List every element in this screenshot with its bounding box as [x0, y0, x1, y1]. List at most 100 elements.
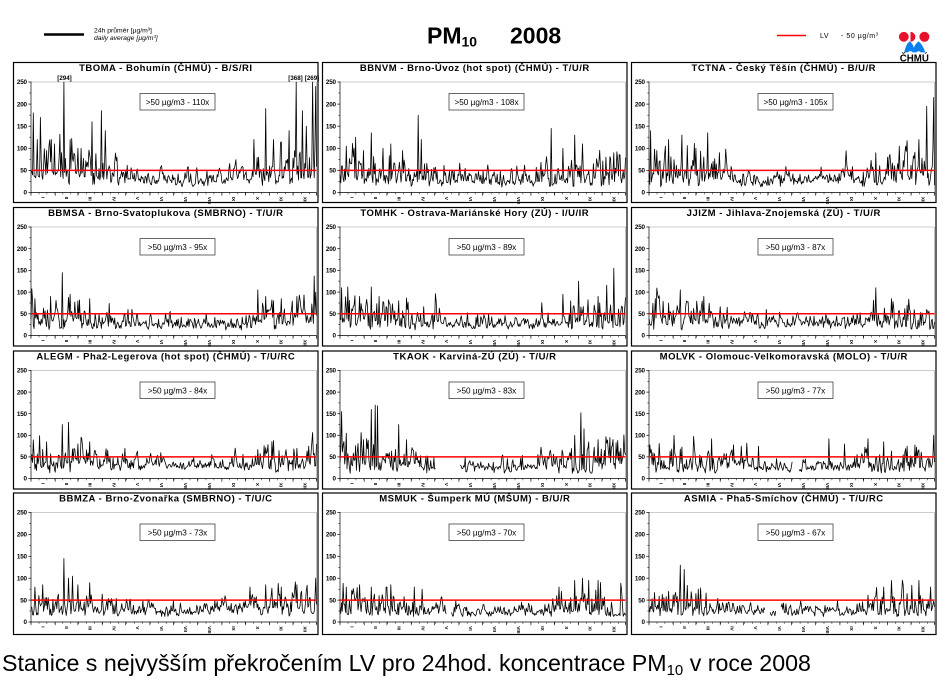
svg-text:250: 250 [635, 368, 646, 375]
svg-text:XII: XII [611, 197, 617, 204]
svg-text:250: 250 [635, 224, 646, 231]
svg-text:II: II [681, 626, 687, 629]
svg-text:200: 200 [17, 101, 28, 108]
svg-text:150: 150 [17, 123, 28, 130]
svg-text:50: 50 [20, 311, 27, 318]
svg-text:0: 0 [23, 190, 27, 197]
svg-text:XI: XI [896, 483, 902, 488]
svg-text:100: 100 [326, 289, 337, 296]
svg-text:150: 150 [17, 411, 28, 418]
svg-text:V: V [443, 197, 449, 201]
svg-text:0: 0 [332, 476, 336, 483]
svg-text:150: 150 [17, 268, 28, 275]
svg-text:VII: VII [491, 626, 497, 633]
svg-text:V: V [752, 483, 758, 487]
svg-text:X: X [254, 626, 260, 630]
svg-text:200: 200 [326, 532, 337, 539]
svg-text:V: V [134, 197, 140, 201]
svg-text:VII: VII [182, 483, 188, 490]
svg-text:200: 200 [17, 246, 28, 253]
svg-text:IX: IX [539, 197, 545, 202]
svg-text:0: 0 [641, 476, 645, 483]
svg-text:VII: VII [491, 340, 497, 347]
svg-text:VII: VII [182, 340, 188, 347]
svg-text:IV: IV [110, 340, 116, 345]
svg-text:IX: IX [230, 197, 236, 202]
svg-text:>50 µg/m3 - 89x: >50 µg/m3 - 89x [457, 243, 517, 252]
svg-text:50: 50 [329, 311, 336, 318]
svg-text:I: I [658, 626, 664, 628]
svg-text:V: V [443, 483, 449, 487]
svg-text:III: III [87, 197, 93, 202]
svg-text:X: X [254, 340, 260, 344]
svg-text:0: 0 [641, 619, 645, 626]
svg-text:50: 50 [329, 597, 336, 604]
svg-text:200: 200 [326, 246, 337, 253]
svg-text:200: 200 [326, 101, 337, 108]
svg-text:II: II [63, 340, 69, 343]
svg-text:250: 250 [17, 224, 28, 231]
svg-text:0: 0 [332, 619, 336, 626]
svg-text:II: II [681, 197, 687, 200]
svg-text:0: 0 [641, 333, 645, 340]
svg-text:IX: IX [230, 340, 236, 345]
svg-text:I: I [40, 626, 46, 628]
svg-text:VIII: VIII [515, 197, 521, 205]
svg-text:150: 150 [17, 554, 28, 561]
svg-text:IV: IV [419, 340, 425, 345]
svg-text:VIII: VIII [206, 626, 212, 634]
svg-text:XI: XI [587, 483, 593, 488]
svg-text:50: 50 [20, 597, 27, 604]
svg-text:X: X [872, 626, 878, 630]
svg-text:IV: IV [728, 626, 734, 631]
svg-text:200: 200 [635, 246, 646, 253]
svg-text:II: II [372, 626, 378, 629]
svg-text:200: 200 [635, 389, 646, 396]
svg-text:>50 µg/m3 - 77x: >50 µg/m3 - 77x [766, 387, 826, 396]
svg-text:II: II [63, 483, 69, 486]
svg-text:I: I [349, 483, 355, 485]
svg-text:ČHMÚ: ČHMÚ [900, 53, 929, 65]
svg-text:100: 100 [17, 146, 28, 153]
svg-text:250: 250 [326, 510, 337, 517]
svg-text:IV: IV [419, 483, 425, 488]
svg-text:200: 200 [635, 101, 646, 108]
svg-text:X: X [563, 197, 569, 201]
svg-text:ASMIA - Pha5-Smíchov (ČHMÚ) -: ASMIA - Pha5-Smíchov (ČHMÚ) - T/U/RC [684, 493, 884, 505]
svg-text:VI: VI [467, 483, 473, 488]
svg-text:III: III [705, 340, 711, 345]
svg-text:II: II [372, 483, 378, 486]
svg-text:100: 100 [635, 289, 646, 296]
svg-text:0: 0 [332, 333, 336, 340]
svg-text:- 50 µg/m3: - 50 µg/m3 [841, 32, 879, 41]
svg-text:XI: XI [587, 197, 593, 202]
svg-text:VI: VI [158, 483, 164, 488]
svg-text:Stanice s nejvyšším překročení: Stanice s nejvyšším překročením LV pro 2… [2, 650, 811, 679]
svg-text:150: 150 [326, 123, 337, 130]
svg-text:V: V [443, 626, 449, 630]
svg-text:150: 150 [635, 268, 646, 275]
svg-text:TKAOK - Karviná-ZÚ (ZÚ) - T/U/: TKAOK - Karviná-ZÚ (ZÚ) - T/U/R [393, 351, 556, 363]
svg-text:VII: VII [800, 197, 806, 204]
svg-text:I: I [40, 483, 46, 485]
svg-text:>50 µg/m3 - 87x: >50 µg/m3 - 87x [766, 243, 826, 252]
svg-text:IV: IV [110, 626, 116, 631]
svg-text:VII: VII [800, 340, 806, 347]
svg-text:24h průměr [µg/m³]: 24h průměr [µg/m³] [94, 27, 152, 35]
svg-text:VI: VI [776, 626, 782, 631]
svg-text:XI: XI [278, 197, 284, 202]
svg-text:III: III [87, 626, 93, 631]
svg-text:XI: XI [896, 340, 902, 345]
svg-text:100: 100 [17, 575, 28, 582]
svg-text:100: 100 [326, 433, 337, 440]
svg-text:0: 0 [23, 333, 27, 340]
svg-text:II: II [63, 197, 69, 200]
svg-text:50: 50 [638, 597, 645, 604]
svg-text:XII: XII [302, 483, 308, 490]
svg-text:100: 100 [17, 289, 28, 296]
svg-text:XII: XII [920, 483, 926, 490]
svg-text:250: 250 [326, 224, 337, 231]
svg-text:V: V [752, 626, 758, 630]
svg-text:X: X [254, 197, 260, 201]
svg-text:VI: VI [158, 340, 164, 345]
